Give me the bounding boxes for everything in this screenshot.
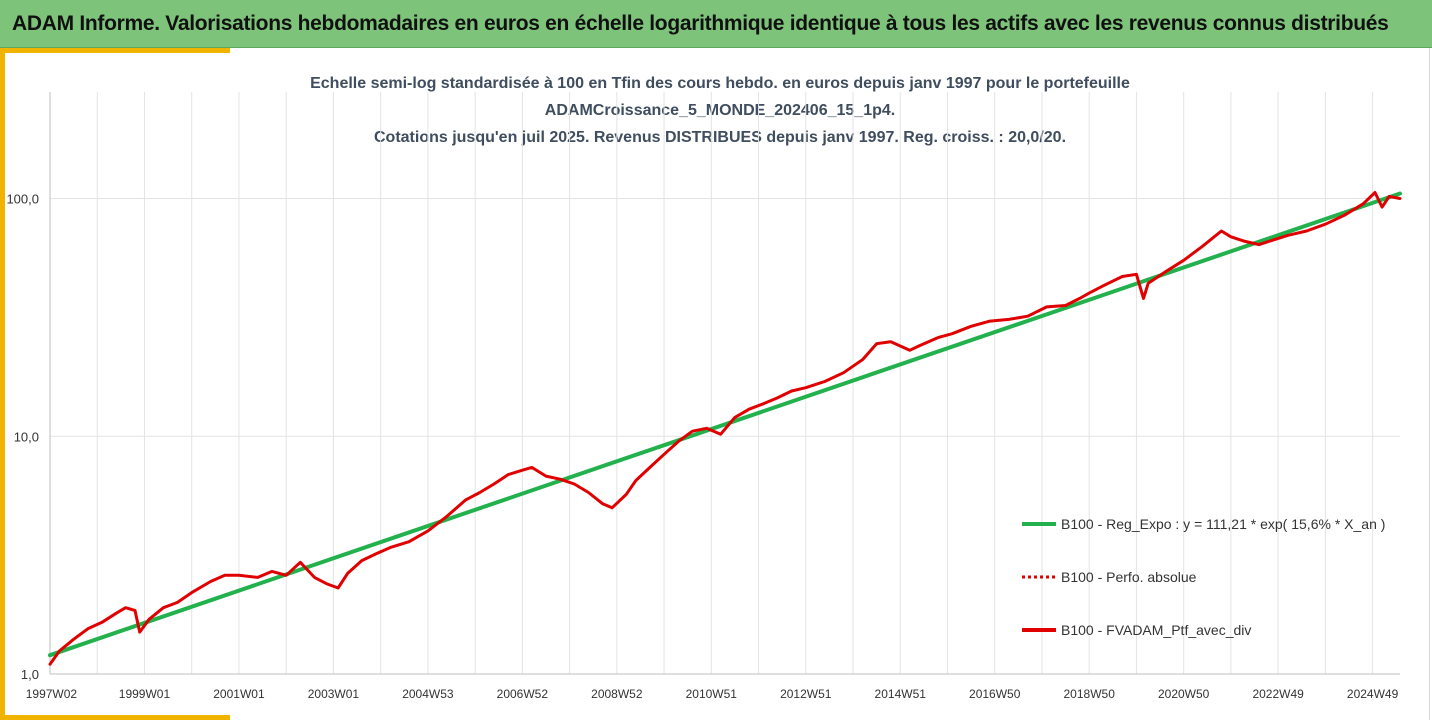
chart-legend: B100 - Reg_Expo : y = 111,21 * exp( 15,6… xyxy=(1022,516,1385,638)
y-axis-ticks: 1,0 10,0 100,0 xyxy=(6,192,39,682)
x-tick-label: 2024W49 xyxy=(1347,687,1399,701)
x-tick-label: 1997W02 xyxy=(26,687,78,701)
x-tick-label: 2014W51 xyxy=(875,687,927,701)
frame-border-right xyxy=(1429,48,1430,720)
x-tick-label: 2001W01 xyxy=(213,687,265,701)
x-tick-label: 2004W53 xyxy=(402,687,454,701)
report-banner: ADAM Informe. Valorisations hebdomadaire… xyxy=(0,0,1432,48)
x-tick-label: 1999W01 xyxy=(119,687,171,701)
x-tick-label: 2018W50 xyxy=(1064,687,1116,701)
chart-title: Echelle semi-log standardisée à 100 en T… xyxy=(240,70,1200,151)
x-axis-ticks: 1997W02 1999W01 2001W01 2003W01 2004W53 2006W… xyxy=(26,687,1399,701)
legend-label: B100 - Perfo. absolue xyxy=(1061,569,1197,585)
legend-label: B100 - Reg_Expo : y = 111,21 * exp( 15,6… xyxy=(1061,516,1385,532)
chart-gridlines xyxy=(49,92,1400,675)
x-tick-label: 2022W49 xyxy=(1252,687,1304,701)
accent-bar-left xyxy=(0,48,5,720)
x-tick-label: 2012W51 xyxy=(780,687,832,701)
y-tick-label: 1,0 xyxy=(21,667,39,682)
x-tick-label: 2020W50 xyxy=(1158,687,1210,701)
y-tick-label: 100,0 xyxy=(6,192,39,207)
regression-line xyxy=(48,191,1402,658)
x-tick-label: 2003W01 xyxy=(308,687,360,701)
y-tick-label: 10,0 xyxy=(14,429,39,444)
accent-bar-top xyxy=(0,48,230,53)
portfolio-line xyxy=(48,191,1402,666)
report-title: ADAM Informe. Valorisations hebdomadaire… xyxy=(12,12,1389,35)
chart-title-line-1: Echelle semi-log standardisée à 100 en T… xyxy=(310,75,1130,92)
chart-title-line-2: ADAMCroissance_5_MONDE_202406_15_1p4. xyxy=(544,102,896,119)
x-tick-label: 2016W50 xyxy=(969,687,1021,701)
chart-series xyxy=(48,191,1402,666)
x-tick-label: 2006W52 xyxy=(497,687,549,701)
accent-bar-bottom xyxy=(0,715,230,720)
x-tick-label: 2010W51 xyxy=(686,687,738,701)
legend-label: B100 - FVADAM_Ptf_avec_div xyxy=(1061,622,1251,638)
chart-title-line-3: Cotations jusqu'en juil 2025. Revenus DI… xyxy=(373,129,1067,146)
x-tick-label: 2008W52 xyxy=(591,687,643,701)
